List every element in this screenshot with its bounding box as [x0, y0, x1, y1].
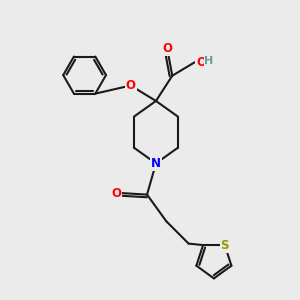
- Text: O: O: [196, 56, 206, 69]
- Text: O: O: [163, 42, 173, 55]
- Text: S: S: [220, 238, 229, 252]
- Text: H: H: [204, 56, 214, 66]
- Text: O: O: [111, 187, 122, 200]
- Text: N: N: [151, 157, 161, 170]
- Text: O: O: [126, 79, 136, 92]
